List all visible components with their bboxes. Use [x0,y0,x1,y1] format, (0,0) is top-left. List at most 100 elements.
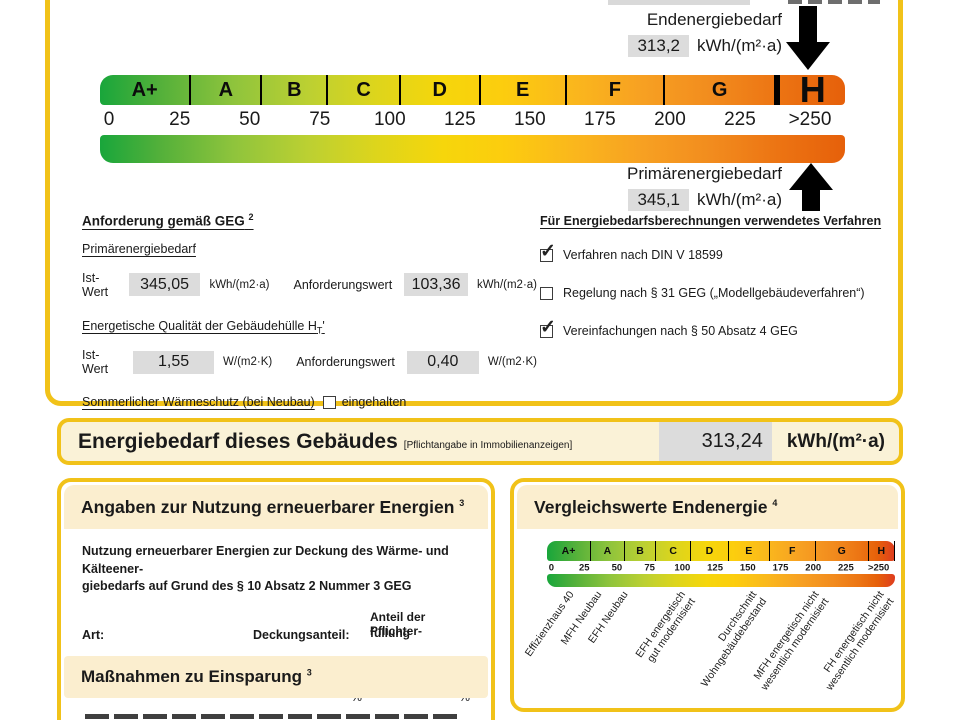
scale-tick-label: 25 [578,562,590,573]
scale-tick-label: 50 [611,562,623,573]
scale-letter-A+: A+ [131,78,158,101]
scale-letter-B: B [636,545,644,557]
primaerenergiebedarf-label: Primärenergiebedarf [627,164,782,183]
vergleichswerte-panel: Vergleichswerte Endenergie 4 A+ A B C D E F G H … [510,478,905,712]
primaerenergiebedarf-block: Primärenergiebedarf 345,1 kWh/(m²·a) [540,164,782,211]
scale-tick-label: 125 [443,109,476,130]
scale-gradient-band [100,135,845,163]
scale-segment-A: A [191,75,263,105]
scale-segment-A+: A+ [547,541,591,561]
col-art-label: Art: [82,627,105,642]
scale-letter-F: F [608,78,621,101]
ist-wert-unit: kWh/(m2·a) [209,278,270,291]
endenergiebedarf-value[interactable]: 313,2 [628,35,690,57]
anforderung-section: Anforderung gemäß GEG 2 Primärenergiebed… [82,212,537,409]
cutoff-text-fragment [788,0,880,4]
scale-letter-E: E [515,78,530,101]
verfahren-checklist: Verfahren nach DIN V 18599 Regelung nach … [540,240,912,342]
scale-tick-label: >250 [788,109,832,130]
arrow-down-icon [786,6,830,70]
verfahren-item: Verfahren nach DIN V 18599 [540,240,912,266]
anforderungswert-field[interactable]: 103,36 [404,273,468,296]
verfahren-item: Regelung nach § 31 GEG („Modellgebäudeve… [540,282,912,304]
cutoff-value-box-fragment [608,0,750,5]
banner-title: Energiebedarf dieses Gebäudes [78,429,398,453]
scale-tick-label: 0 [548,562,555,573]
eingehalten-label: eingehalten [341,395,407,409]
sommerlicher-waermeschutz-label: Sommerlicher Wärmeschutz (bei Neubau) [82,395,315,409]
scale-segment-C: C [656,541,691,561]
scale-tick-label: 150 [514,109,546,130]
primaer-values-row: Ist-Wert 345,05 kWh/(m2·a) Anforderungsw… [82,271,537,299]
verfahren-item-label: Verfahren nach DIN V 18599 [563,248,723,262]
energy-efficiency-scale: A+ A B C D E F G H 0 25 50 75 100 125 150 175 200 225 >250 [100,69,845,163]
ist-wert-label: Ist-Wert [82,270,109,299]
scale-tick-label: 25 [169,109,191,130]
scale-tick-label: 100 [373,109,406,130]
scale-letter-G: G [711,78,728,101]
verfahren-item-label: Regelung nach § 31 GEG („Modellgebäudeve… [563,286,865,300]
scale-letter-C: C [669,545,677,557]
renewables-title: Angaben zur Nutzung erneuerbarer Energie… [81,496,465,517]
anforderung-title: Anforderung gemäß GEG 2 [82,212,254,229]
scale-letter-A+: A+ [561,545,576,557]
scale-segment-F: F [770,541,816,561]
renewables-description: Nutzung erneuerbarer Energien zur Deckun… [82,544,449,593]
scale-tick-label: 75 [309,109,331,130]
scale-letter-H: H [799,69,826,110]
scale-tick-label: 200 [654,109,686,130]
scale-segment-C: C [328,75,401,105]
endenergiebedarf-block: Endenergiebedarf 313,2 kWh/(m²·a) [540,10,782,57]
scale-letter-C: C [356,78,371,101]
huelle-anforderungswert-unit: W/(m2·K) [487,356,537,368]
comparison-scale-gradient-band [547,574,895,587]
scale-segment-E: E [729,541,770,561]
scale-segment-D: D [401,75,481,105]
scale-segment-E: E [481,75,567,105]
scale-segment-H: H [776,69,845,110]
huelle-anforderungswert-label: Anforderungswert [296,355,395,369]
scale-tick-label: 75 [644,562,655,573]
scale-tick-label: 100 [674,562,691,573]
banner-value-field[interactable]: 313,24 [658,422,772,461]
top-section-frame [45,0,903,406]
checkbox-checked[interactable] [540,316,556,339]
scale-segment-G: G [665,75,777,105]
comparison-scale-letter-band: A+ A B C D E F G H [547,541,896,561]
scale-tick-label: >250 [867,562,890,573]
scale-tick-label: 0 [103,109,115,130]
verfahren-section: Für Energiebedarfsberechnungen verwendet… [540,214,912,342]
scale-number-band: 0 25 50 75 100 125 150 175 200 225 >250 [100,105,845,135]
scale-segment-H: H [869,541,896,561]
verfahren-item: Vereinfachungen nach § 50 Absatz 4 GEG [540,316,912,342]
scale-tick-label: 150 [739,562,756,573]
arrow-up-icon [789,163,833,211]
scale-letter-band: A+ A B C D E F G H [100,69,845,110]
checkbox-checked[interactable] [540,240,556,263]
energiebedarf-banner: Energiebedarf dieses Gebäudes [Pflichtan… [57,418,903,465]
scale-letter-F: F [789,545,796,557]
comparison-label: EFH energetisch gut modernisiert [633,589,698,667]
scale-letter-B: B [287,78,302,101]
eingehalten-checkbox[interactable] [322,395,336,409]
massnahmen-header: Maßnahmen zu Einsparung 3 [64,656,488,698]
comparison-labels: Effizienzhaus 40 MFH Neubau EFH Neubau EFH … [517,529,898,709]
scale-letter-D: D [432,78,447,101]
scale-letter-G: G [837,545,846,557]
ist-wert-field[interactable]: 345,05 [128,273,201,296]
col-anteil-label-line2: füllung [370,625,410,640]
checkbox-unchecked[interactable] [540,286,553,300]
col-deckungsanteil-label: Deckungsanteil: [253,627,350,642]
scale-tick-label: 200 [805,562,822,573]
scale-letter-A: A [218,78,234,101]
scale-tick-label: 125 [707,562,724,573]
huelle-anforderungswert-field[interactable]: 0,40 [406,350,479,374]
renewables-table-header: Art: Deckungsanteil: Anteil der Pflichte… [82,602,470,654]
huelle-ist-wert-label: Ist-Wert [82,348,109,376]
primaerenergiebedarf-value[interactable]: 345,1 [628,189,690,211]
scale-letter-H: H [877,545,886,557]
scale-tick-label: 175 [584,109,616,130]
huelle-ist-wert-field[interactable]: 1,55 [133,350,215,374]
banner-unit: kWh/(m²·a) [786,430,885,452]
